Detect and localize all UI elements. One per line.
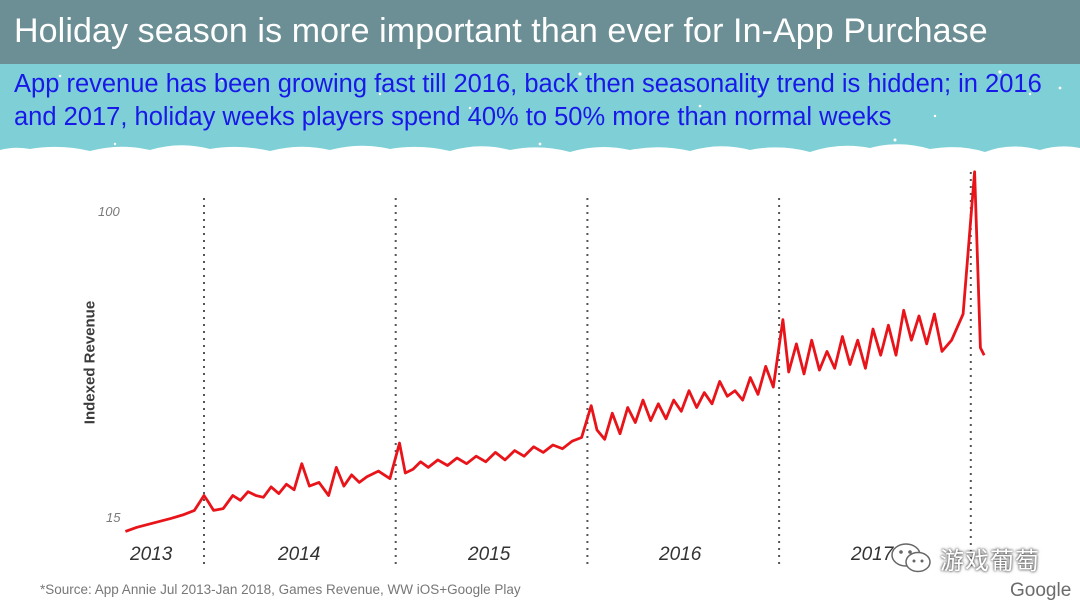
year-label-2014: 2014 [278,544,321,565]
watermark: 游戏葡萄 [888,540,1040,576]
page-title: Holiday season is more important than ev… [14,12,988,50]
year-label-2017: 2017 [851,544,894,565]
y-tick-top: 100 [98,204,120,219]
y-axis-label: Indexed Revenue [81,300,99,425]
y-tick-bottom: 15 [106,510,121,525]
year-label-2016: 2016 [659,544,702,565]
watermark-text: 游戏葡萄 [940,547,1040,575]
source-note: *Source: App Annie Jul 2013-Jan 2018, Ga… [40,582,521,597]
year-label-2013: 2013 [130,544,173,565]
title-bar: Holiday season is more important than ev… [0,0,1080,64]
series-line-0 [124,170,986,533]
band-fill [0,64,1080,152]
snow-drift [0,148,1080,176]
google-logo: Google [1010,580,1072,601]
subtitle: App revenue has been growing fast till 2… [14,70,1042,131]
snowflakes [58,70,1062,146]
snow-band [0,64,1080,176]
year-label-2015: 2015 [468,544,511,565]
wechat-icon [891,543,931,573]
